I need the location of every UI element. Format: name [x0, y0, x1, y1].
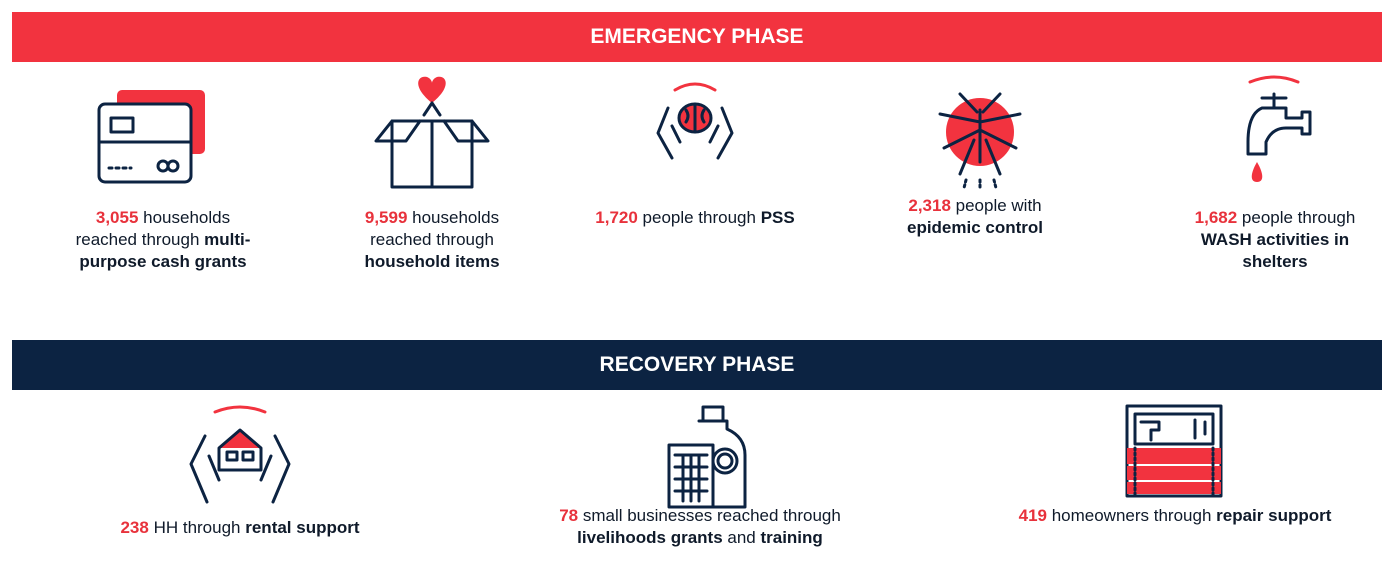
register-icon [667, 405, 747, 509]
faucet-icon [1246, 75, 1312, 182]
text-segment: homeowners through [1046, 506, 1217, 525]
toolbox-icon [1125, 404, 1223, 498]
text-segment: multi-purpose cash grants [79, 230, 251, 271]
text-segment: epidemic control [906, 218, 1044, 237]
text-segment: 238 [120, 518, 149, 537]
house-icon [189, 405, 291, 504]
recovery-item: 238 HH through rental support [60, 517, 420, 539]
box-icon [374, 76, 490, 189]
emergency-item: 9,599 households reached through househo… [342, 207, 522, 273]
recovery-item: 78 small businesses reached through live… [515, 505, 885, 549]
text-segment: and [722, 528, 761, 547]
text-segment: livelihoods grants [577, 528, 723, 547]
text-segment: 1,682 [1194, 208, 1238, 227]
text-segment: 9,599 [364, 208, 408, 227]
recovery-item: 419 homeowners through repair support [995, 505, 1355, 527]
emergency-item: 1,682 people through WASH activities in … [1170, 207, 1380, 273]
text-segment: PSS [760, 208, 795, 227]
text-segment: repair support [1216, 506, 1332, 525]
text-segment: small businesses reached through [578, 506, 841, 525]
text-segment: households reached through [75, 208, 231, 249]
text-segment: 3,055 [95, 208, 139, 227]
text-segment: people through [1237, 208, 1356, 227]
card-icon [97, 90, 205, 184]
text-segment: rental support [245, 518, 360, 537]
text-segment: HH through [148, 518, 246, 537]
text-segment: 2,318 [908, 196, 951, 215]
text-segment: training [760, 528, 823, 547]
text-segment: household items [364, 252, 500, 271]
text-segment: WASH activities in shelters [1200, 230, 1350, 271]
text-segment: 78 [559, 506, 579, 525]
mosquito-icon [938, 92, 1022, 191]
text-segment: people through [637, 208, 761, 227]
emergency-banner: EMERGENCY PHASE [12, 12, 1382, 62]
emergency-item: 3,055 households reached through multi-p… [73, 207, 253, 273]
text-segment: 1,720 [595, 208, 638, 227]
text-segment: households reached through [370, 208, 500, 249]
recovery-banner: RECOVERY PHASE [12, 340, 1382, 390]
text-segment: people with [950, 196, 1042, 215]
brain-icon [656, 82, 734, 160]
text-segment: 419 [1018, 506, 1047, 525]
emergency-item: 2,318 people with epidemic control [880, 195, 1070, 239]
emergency-item: 1,720 people through PSS [580, 207, 810, 229]
